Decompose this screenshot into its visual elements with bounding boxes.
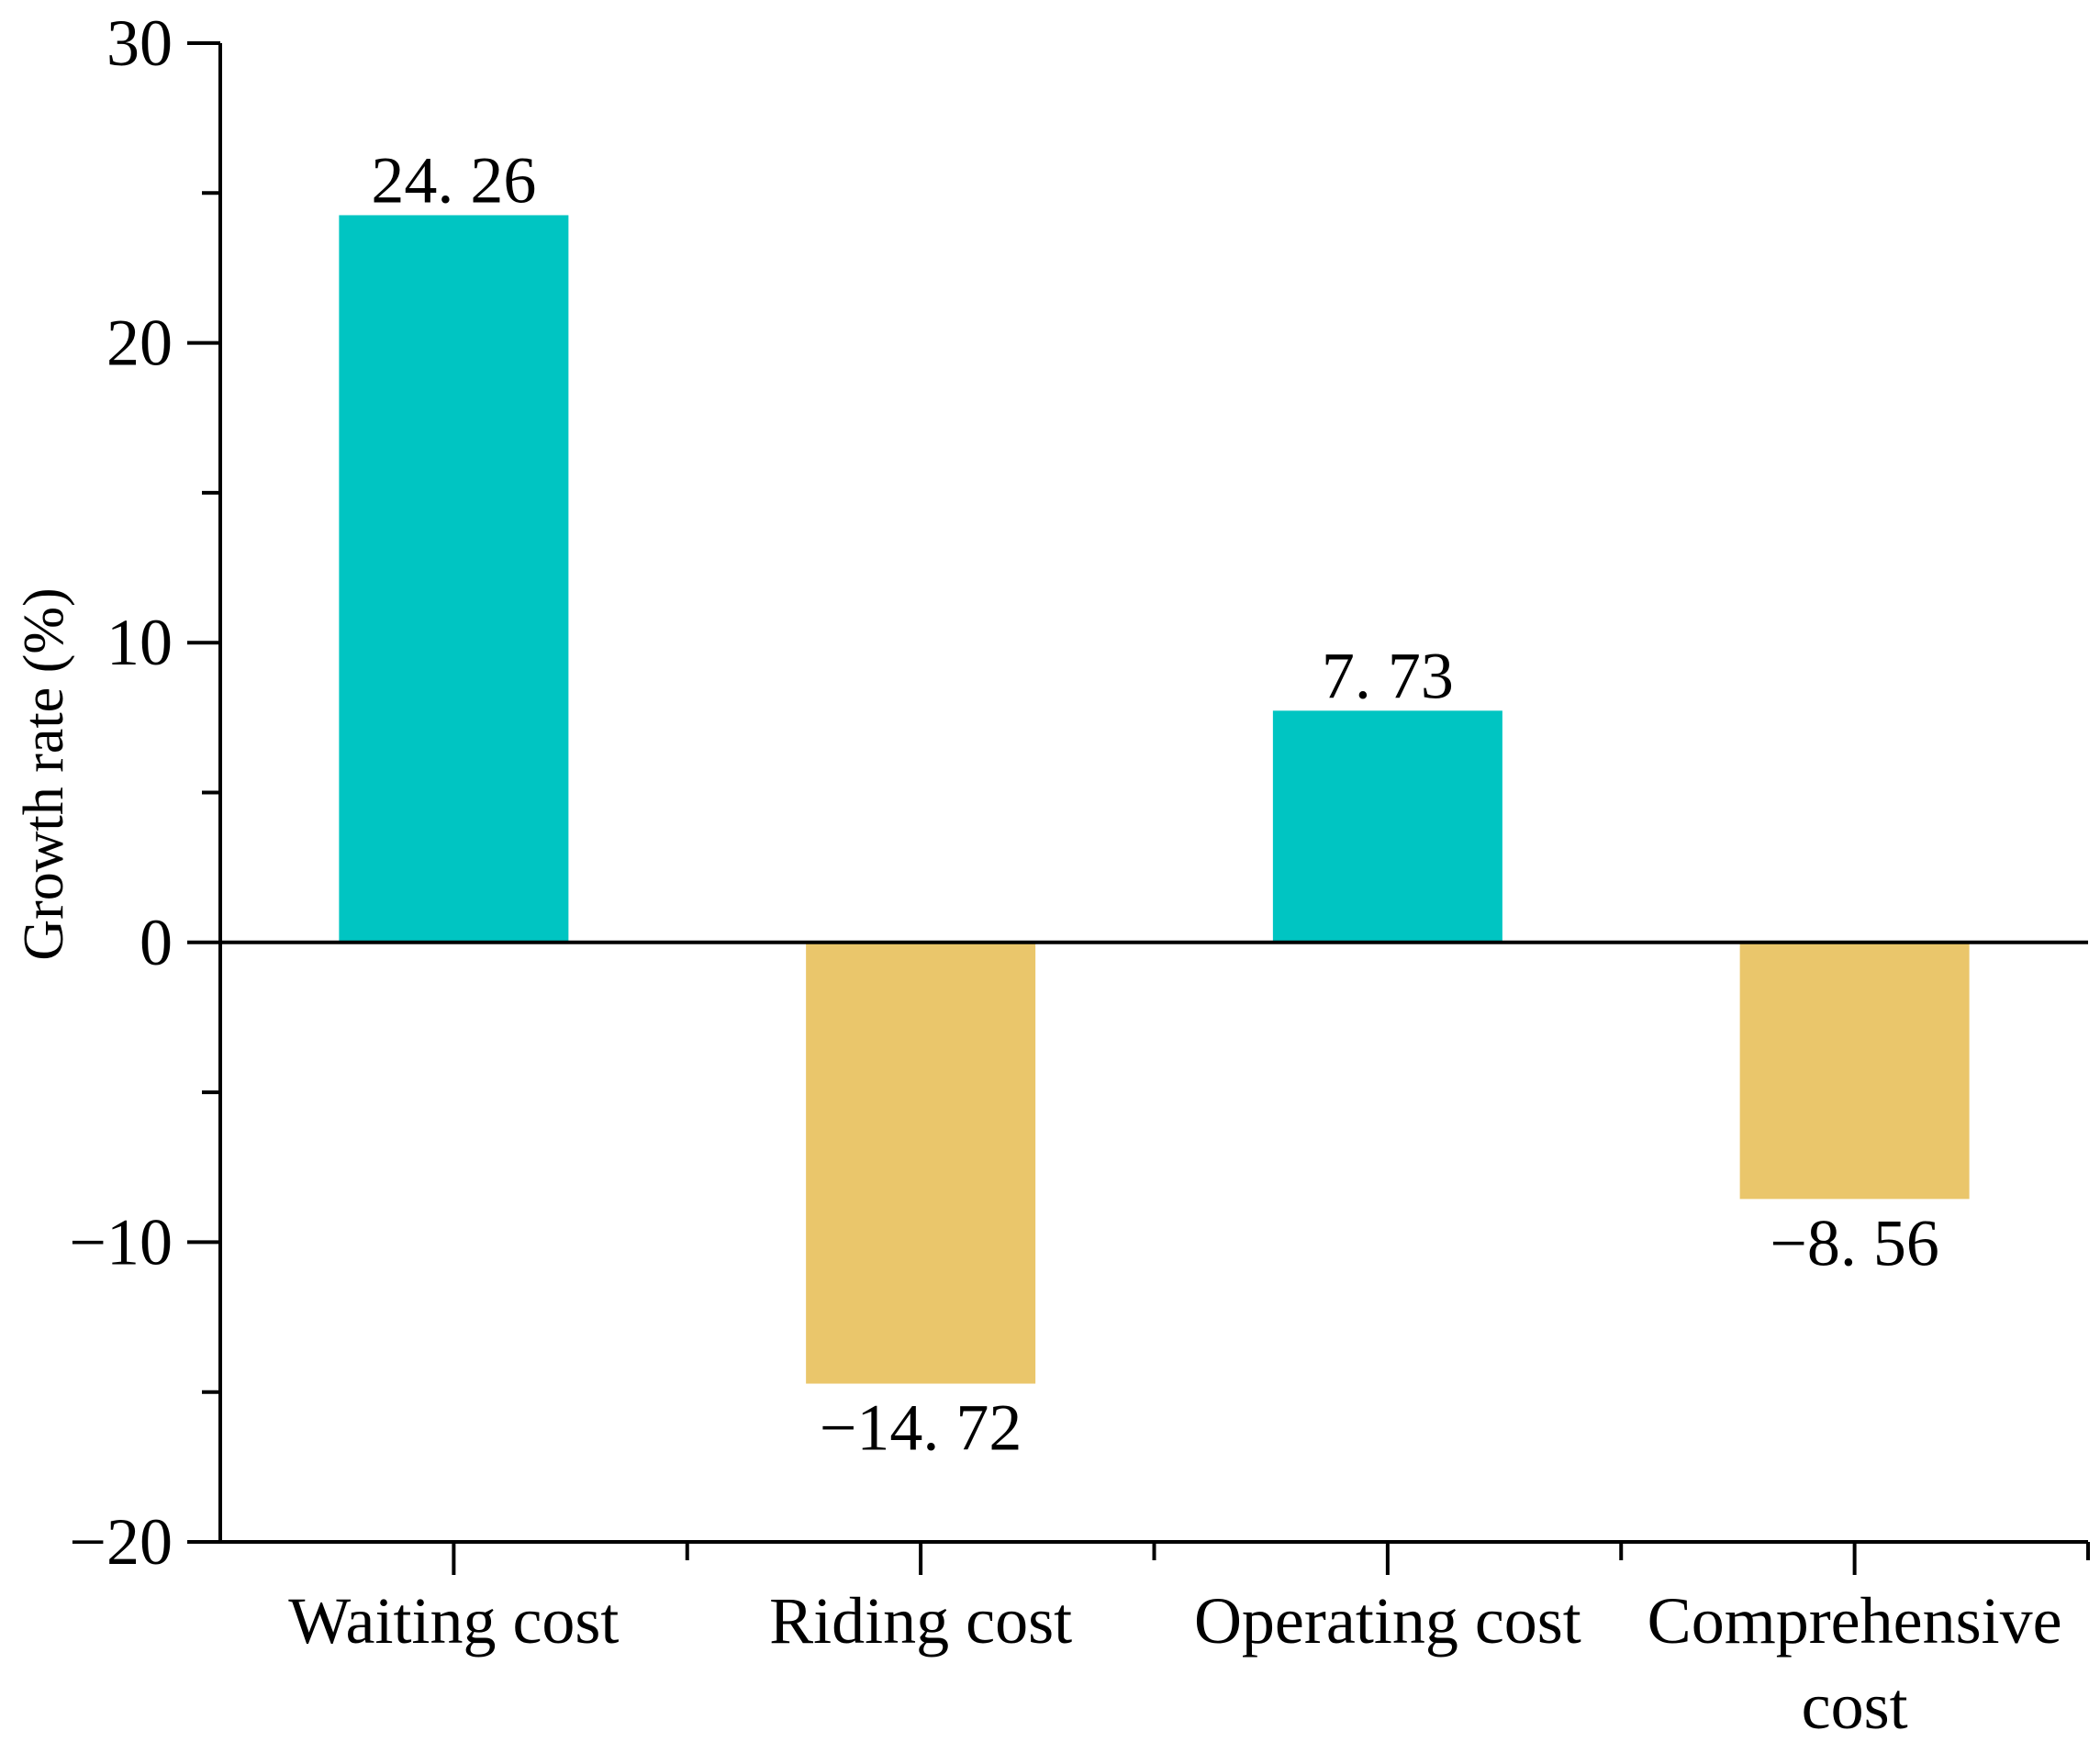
axes-group — [187, 41, 2090, 1575]
bar — [1739, 942, 1970, 1200]
y-axis-title: Growth rate (%) — [13, 587, 75, 960]
bars-group — [339, 215, 1970, 1384]
bar — [1272, 710, 1502, 943]
x-category-label: Waiting cost — [288, 1584, 619, 1658]
x-category-label: Riding cost — [769, 1584, 1072, 1658]
x-category-label: Operating cost — [1194, 1584, 1581, 1658]
y-tick-label: 20 — [106, 307, 173, 380]
y-tick-label: 30 — [106, 6, 173, 80]
x-category-label: cost — [1802, 1669, 1908, 1743]
bar-value-label: −8. 56 — [1770, 1206, 1939, 1279]
y-tick-label: −10 — [69, 1205, 173, 1278]
bar — [339, 215, 569, 943]
bar — [806, 942, 1036, 1384]
y-tick-label: −20 — [69, 1505, 173, 1579]
y-tick-label: 0 — [140, 906, 173, 979]
x-category-label: Comprehensive — [1648, 1584, 2062, 1658]
y-tick-label: 10 — [106, 606, 173, 679]
bar-value-label: 7. 73 — [1322, 639, 1454, 712]
labels-group: 24. 26 −14. 72 7. 73 −8. 56 −20 −10 0 10 20 30 Wai… — [69, 6, 2061, 1743]
bar-value-label: 24. 26 — [371, 143, 536, 217]
bar-value-label: −14. 72 — [820, 1391, 1022, 1465]
